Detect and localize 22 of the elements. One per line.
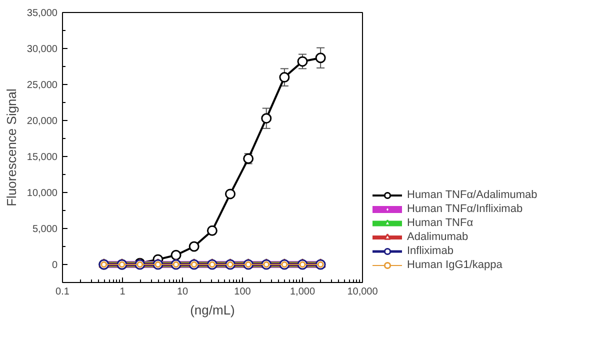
legend-label: Human TNFα/Infliximab xyxy=(407,202,523,216)
x-tick-label: 0.1 xyxy=(56,286,70,298)
legend-label: Human IgG1/kappa xyxy=(407,258,502,272)
y-axis-title: Fluorescence Signal xyxy=(4,88,19,206)
x-axis-title: (ng/mL) xyxy=(190,302,235,318)
y-tick-label: 20,000 xyxy=(26,116,58,127)
y-tick-label: 10,000 xyxy=(26,188,58,199)
legend-label: Adalimumab xyxy=(407,230,468,244)
y-tick-label: 5,000 xyxy=(32,224,58,235)
x-tick-label: 1,000 xyxy=(290,286,316,298)
y-tick-label: 15,000 xyxy=(26,152,58,163)
y-tick-label: 25,000 xyxy=(26,80,58,91)
x-tick-label: 10 xyxy=(176,286,188,298)
y-tick-label: 30,000 xyxy=(26,44,58,55)
legend-label: Infliximab xyxy=(407,244,454,258)
y-tick-label: 0 xyxy=(52,260,58,271)
legend-label: Human TNFα xyxy=(407,216,474,230)
legend-label: Human TNFα/Adalimumab xyxy=(407,188,538,202)
x-tick-label: 100 xyxy=(234,286,252,298)
x-tick-label: 1 xyxy=(120,286,126,298)
y-tick-label: 35,000 xyxy=(26,8,58,19)
x-tick-label: 10,000 xyxy=(347,286,378,298)
